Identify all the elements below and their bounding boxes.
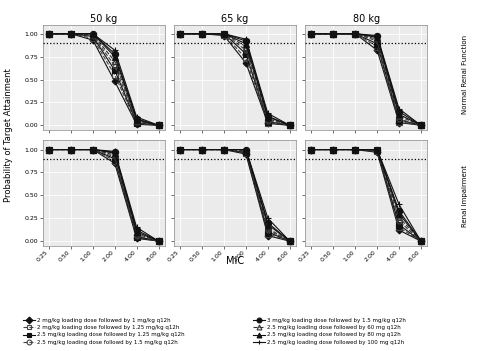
Title: 65 kg: 65 kg: [222, 14, 248, 24]
Text: MIC: MIC: [226, 257, 244, 266]
Legend: 2 mg/kg loading dose followed by 1 mg/kg q12h, 2 mg/kg loading dose followed by : 2 mg/kg loading dose followed by 1 mg/kg…: [23, 318, 185, 345]
Text: Probability of Target Attainment: Probability of Target Attainment: [4, 68, 14, 202]
Text: Normal Renal Function: Normal Renal Function: [462, 35, 468, 114]
Title: 80 kg: 80 kg: [352, 14, 380, 24]
Legend: 3 mg/kg loading dose followed by 1.5 mg/kg q12h, 2.5 mg/kg loading dose followed: 3 mg/kg loading dose followed by 1.5 mg/…: [253, 318, 406, 345]
Title: 50 kg: 50 kg: [90, 14, 118, 24]
Text: Renal Impairment: Renal Impairment: [462, 165, 468, 227]
